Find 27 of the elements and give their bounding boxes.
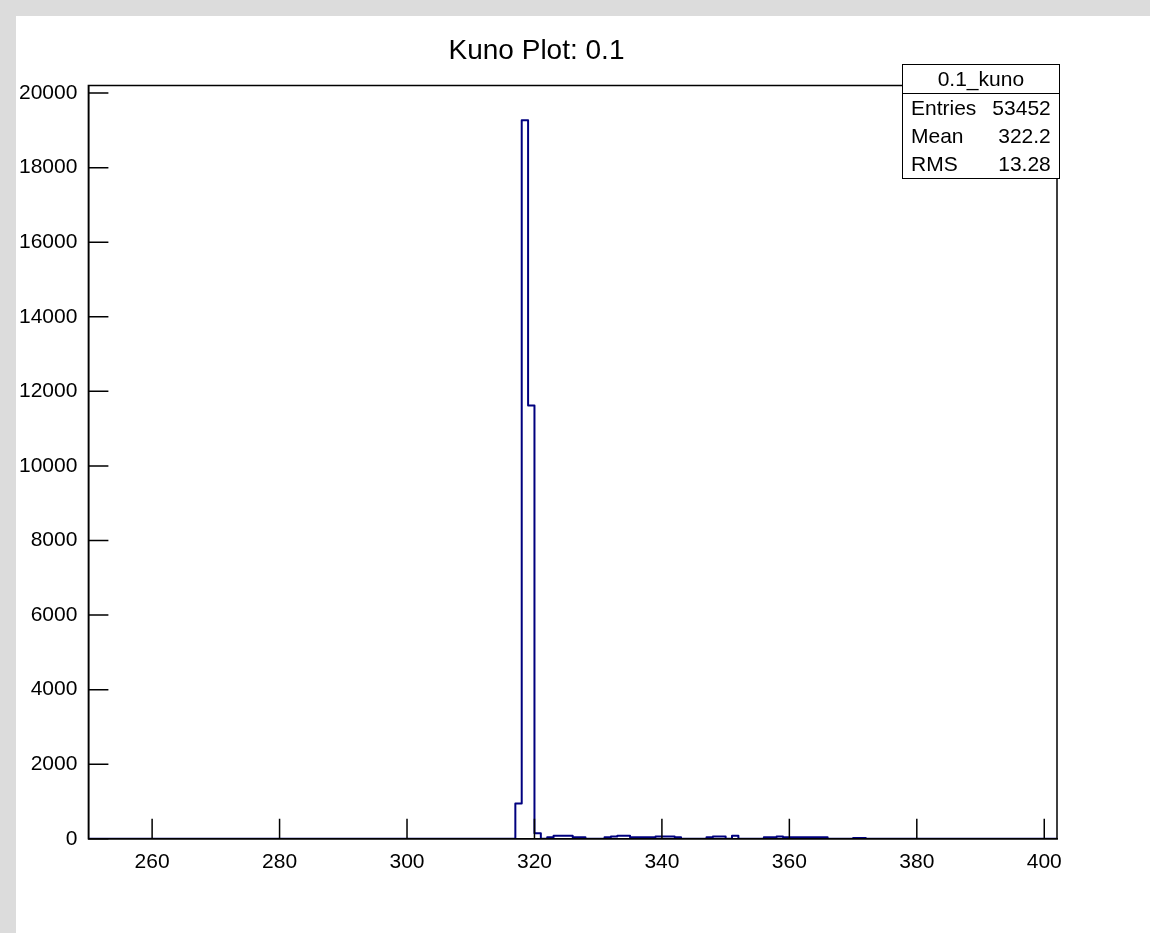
y-tick-label: 12000 (18, 378, 78, 402)
y-tick-label: 16000 (18, 229, 78, 252)
y-tick-label: 10000 (18, 452, 78, 476)
x-tick-label: 320 (516, 849, 552, 873)
annotation: RMS (910, 151, 959, 177)
x-tick-label: 360 (771, 849, 807, 873)
y-tick-label: 6000 (30, 601, 78, 625)
y-tick-label: 8000 (30, 527, 78, 551)
annotation: 0.1_kuno (902, 64, 1060, 94)
chart-title: Kuno Plot: 0.1 (448, 33, 625, 65)
x-tick-label: 280 (262, 849, 298, 873)
y-tick-label: 4000 (30, 676, 78, 700)
x-tick-label: 300 (389, 849, 425, 873)
y-tick-label: 20000 (18, 79, 78, 103)
annotation: 13.28 (997, 151, 1052, 177)
y-tick-label: 0 (65, 825, 78, 849)
annotation: Mean (910, 123, 965, 149)
y-tick-label: 18000 (18, 154, 78, 178)
annotation: Entries (910, 95, 978, 121)
y-tick-label: 14000 (18, 303, 78, 327)
annotation: 322.2 (997, 123, 1052, 149)
x-tick-label: 260 (134, 849, 170, 873)
x-tick-label: 380 (899, 849, 935, 873)
annotation: 53452 (991, 95, 1052, 121)
x-tick-label: 340 (644, 849, 680, 873)
y-tick-label: 2000 (30, 751, 78, 775)
x-tick-label: 400 (1026, 849, 1062, 873)
